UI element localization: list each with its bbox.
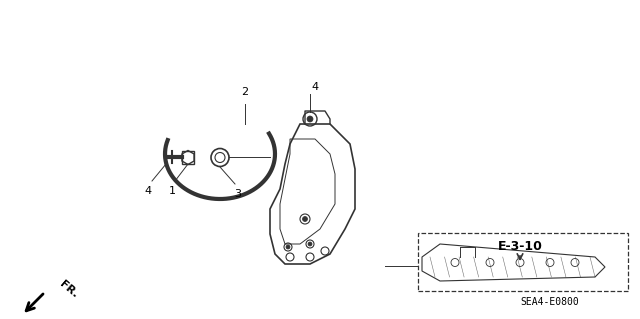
- Text: 4: 4: [312, 82, 319, 92]
- Circle shape: [307, 116, 313, 122]
- Text: E-3-10: E-3-10: [497, 241, 543, 254]
- FancyBboxPatch shape: [418, 233, 628, 291]
- Text: 2: 2: [241, 87, 248, 97]
- Text: 4: 4: [145, 186, 152, 196]
- Circle shape: [308, 242, 312, 246]
- Text: 3: 3: [234, 189, 241, 199]
- Text: 1: 1: [168, 186, 175, 196]
- Circle shape: [286, 245, 290, 249]
- Circle shape: [303, 217, 307, 221]
- FancyBboxPatch shape: [182, 151, 194, 164]
- Text: FR.: FR.: [58, 278, 80, 300]
- Text: SEA4-E0800: SEA4-E0800: [520, 297, 579, 307]
